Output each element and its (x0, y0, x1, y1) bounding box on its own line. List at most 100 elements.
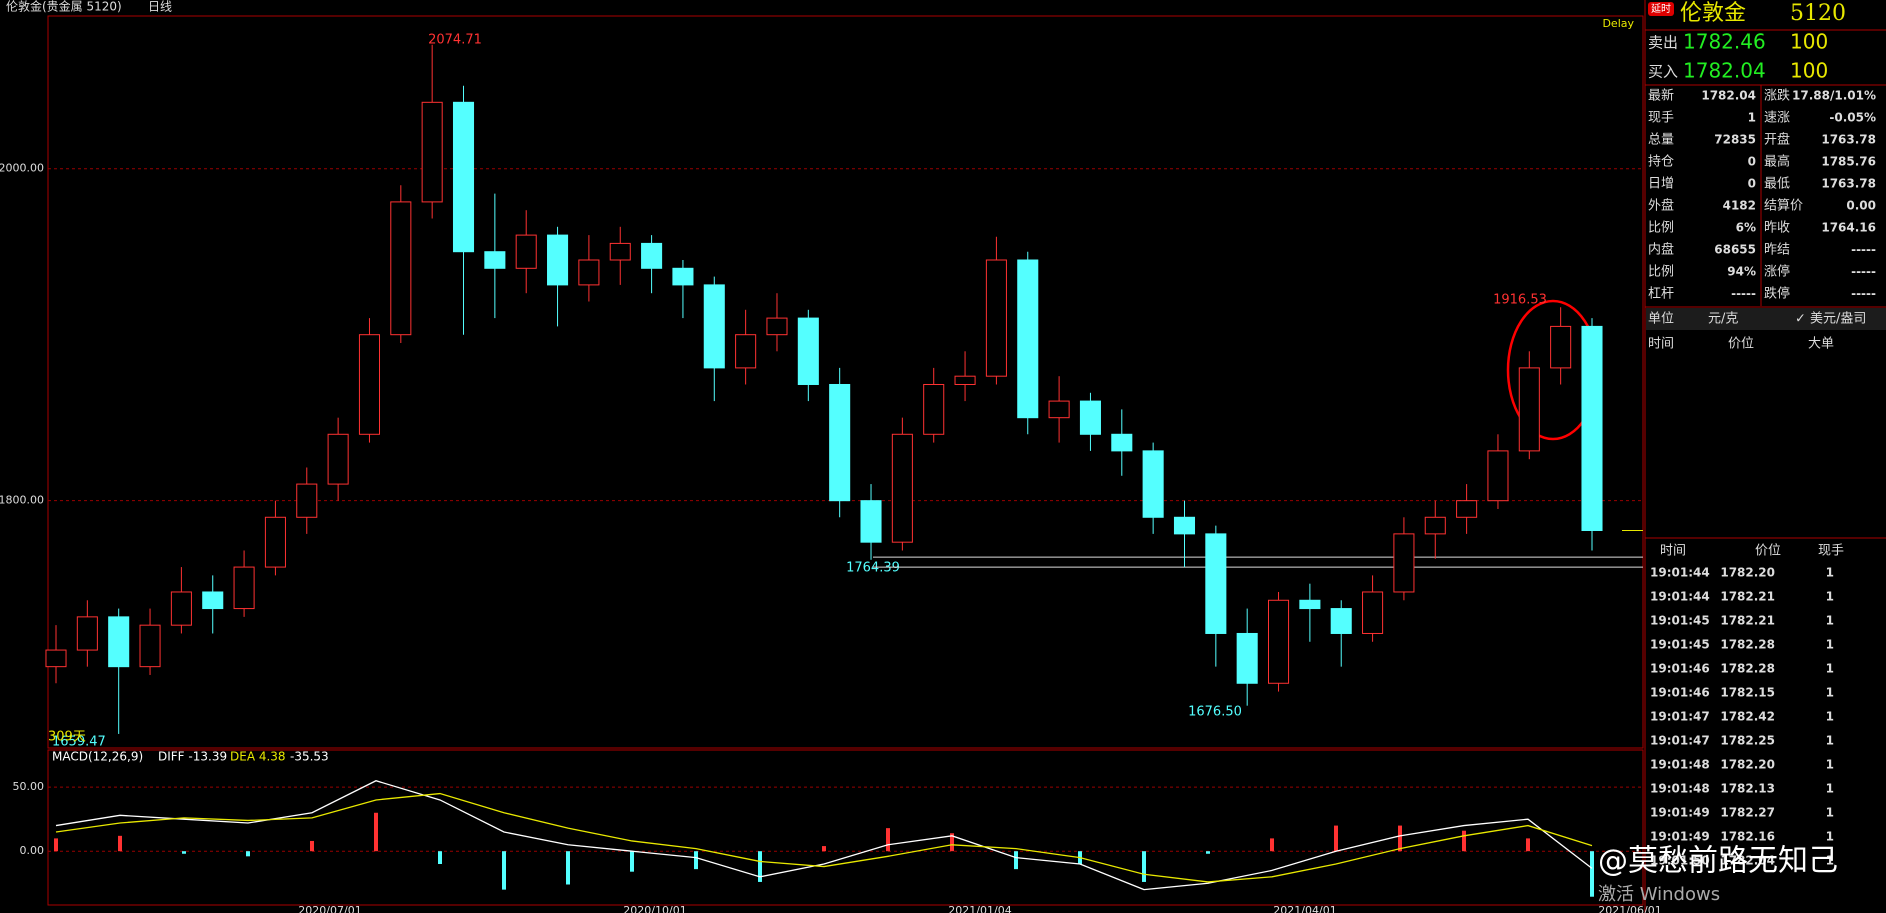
column-header: 价位 (1755, 544, 1781, 559)
macd-bar (1462, 830, 1466, 852)
candle-body (578, 259, 600, 286)
candle-body (1079, 400, 1101, 435)
trade-time: 19:01:46 (1650, 686, 1710, 700)
trade-volume: 1 (1826, 734, 1834, 748)
quote-label: 持仓 (1648, 155, 1674, 170)
column-header: 时间 (1660, 544, 1686, 559)
macd-value: -35.53 (290, 750, 329, 764)
trade-volume: 1 (1826, 854, 1834, 868)
quote-label: 日增 (1648, 177, 1674, 192)
candle-body (1581, 325, 1603, 531)
x-tick-label: 2021/04/01 (1273, 904, 1336, 913)
period[interactable]: 日线 (148, 0, 172, 14)
candle-body (264, 516, 286, 568)
quote-value: 72835 (1714, 133, 1756, 147)
trade-time: 19:01:47 (1650, 710, 1710, 724)
buy-price: 1782.04 (1683, 59, 1766, 83)
quote-label: 最新 (1648, 88, 1674, 104)
trade-volume: 1 (1826, 590, 1834, 604)
macd-bar (118, 835, 122, 852)
dea-label: DEA 4.38 (230, 750, 286, 764)
quote-label: 昨收 (1764, 221, 1790, 236)
candle-body (296, 483, 318, 518)
candle-body (1550, 325, 1572, 369)
y-tick-label: 2000.00 (0, 162, 44, 175)
candle-body (1362, 591, 1384, 634)
quote-value: 0.00 (1846, 199, 1876, 213)
quote-label: 外盘 (1648, 198, 1674, 214)
candle-body (202, 591, 224, 610)
trade-volume: 1 (1826, 830, 1834, 844)
quote-label: 速涨 (1764, 111, 1790, 126)
macd-bar (438, 851, 442, 865)
annotation: 309天 (48, 730, 86, 745)
macd-bar (822, 846, 826, 852)
candle-body (327, 433, 349, 485)
trade-volume: 1 (1826, 662, 1834, 676)
unit-bar (1646, 308, 1886, 330)
trade-volume: 1 (1826, 638, 1834, 652)
column-header: 时间 (1648, 337, 1674, 352)
quote-value: 1763.78 (1821, 177, 1876, 191)
candle-body (358, 334, 381, 435)
code: 5120 (1790, 1, 1846, 26)
trade-time: 19:01:48 (1650, 758, 1710, 772)
quote-value: ----- (1731, 287, 1756, 301)
candle-body (76, 616, 98, 651)
unit-option[interactable]: 元/克 (1708, 312, 1738, 327)
candle-body (1111, 433, 1133, 452)
candle-body (1424, 516, 1446, 535)
name: 伦敦金 (1680, 1, 1746, 26)
annotation: 1764.39 (846, 561, 900, 576)
trade-volume: 1 (1826, 710, 1834, 724)
candle-body (797, 317, 819, 385)
macd-bar (374, 812, 378, 852)
macd-bar (1590, 851, 1594, 897)
quote-label: 内盘 (1648, 242, 1674, 258)
quote-value: 4182 (1723, 199, 1756, 213)
macd-label[interactable]: MACD(12,26,9) (52, 750, 143, 764)
quote-value: ----- (1851, 265, 1876, 279)
x-tick-label: 2020/07/01 (298, 904, 361, 913)
candle-body (1456, 500, 1478, 518)
quote-value: -0.05% (1829, 111, 1876, 125)
candle-body (954, 375, 976, 385)
quote-value: 1785.76 (1821, 155, 1876, 169)
candle-body (672, 267, 694, 286)
trade-price: 1782.13 (1720, 782, 1775, 796)
chart-frame (47, 15, 1644, 749)
candle-body (1518, 367, 1540, 452)
quote-value: 6% (1736, 221, 1756, 235)
badge-bg (1648, 2, 1674, 16)
quote-label: 开盘 (1764, 132, 1790, 148)
trade-time: 19:01:44 (1650, 566, 1710, 580)
x-tick-label: 2020/10/01 (623, 904, 686, 913)
quote-value: 17.88/1.01% (1792, 89, 1876, 103)
candle-body (1173, 516, 1196, 535)
quote-value: 68655 (1714, 243, 1756, 257)
trade-price: 1782.20 (1720, 758, 1775, 772)
trade-volume: 1 (1826, 806, 1834, 820)
quote-value: 1763.78 (1821, 133, 1876, 147)
buy-volume: 100 (1790, 59, 1828, 83)
quote-label: 最低 (1764, 177, 1790, 192)
candle-body (390, 201, 412, 336)
unit-label: 单位 (1648, 312, 1674, 327)
column-header: 现手 (1818, 544, 1844, 559)
candle-body (1205, 533, 1227, 634)
candle-body (45, 649, 67, 668)
candle-body (766, 317, 788, 336)
quote-label: 昨结 (1764, 243, 1790, 258)
candle-body (735, 334, 757, 369)
macd-bar (630, 851, 634, 872)
macd-bar (54, 838, 58, 852)
diff-line (55, 780, 1593, 891)
trade-time: 19:01:48 (1650, 782, 1710, 796)
column-header: 价位 (1728, 337, 1754, 352)
trade-price: 1782.04 (1720, 854, 1775, 868)
quote-label: 总量 (1648, 133, 1674, 148)
quote-label: 最高 (1764, 154, 1790, 170)
unit-option[interactable]: ✓ 美元/盎司 (1795, 312, 1866, 327)
trade-time: 19:01:45 (1650, 638, 1710, 652)
